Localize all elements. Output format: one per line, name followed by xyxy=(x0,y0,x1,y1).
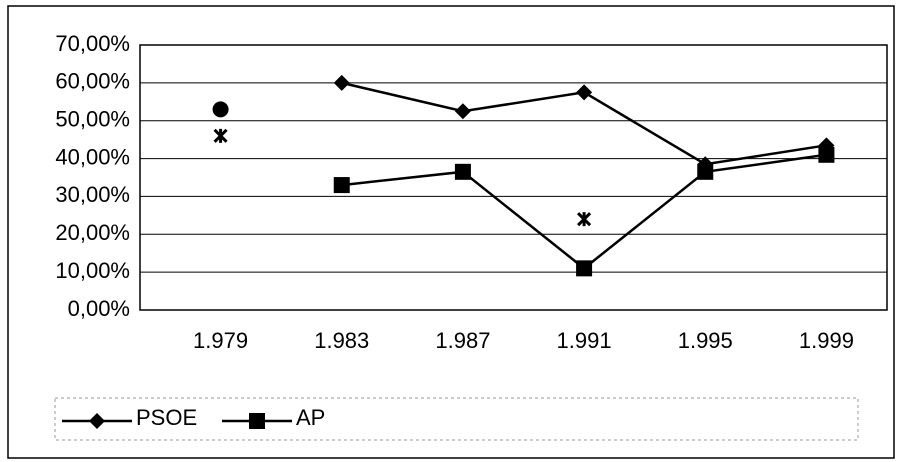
marker xyxy=(454,163,471,180)
legend-label: PSOE xyxy=(136,405,197,430)
y-tick-label: 40,00% xyxy=(55,144,130,169)
marker xyxy=(454,103,471,120)
legend-label: AP xyxy=(296,405,325,430)
legend-box xyxy=(54,397,859,441)
y-tick-label: 20,00% xyxy=(55,220,130,245)
y-tick-label: 30,00% xyxy=(55,182,130,207)
x-tick-label: 1.999 xyxy=(799,328,854,353)
y-tick-label: 0,00% xyxy=(68,296,130,321)
marker xyxy=(818,146,835,163)
y-tick-label: 50,00% xyxy=(55,107,130,132)
x-tick-label: 1.983 xyxy=(314,328,369,353)
y-tick-label: 10,00% xyxy=(55,258,130,283)
legend-marker xyxy=(89,413,105,429)
marker xyxy=(577,212,592,227)
marker xyxy=(697,163,714,180)
x-tick-label: 1.995 xyxy=(678,328,733,353)
chart-frame xyxy=(7,5,895,459)
marker xyxy=(213,128,228,143)
x-tick-label: 1.987 xyxy=(435,328,490,353)
x-tick-label: 1.979 xyxy=(193,328,248,353)
marker xyxy=(333,74,350,91)
y-tick-label: 60,00% xyxy=(55,69,130,94)
x-tick-label: 1.991 xyxy=(557,328,612,353)
marker xyxy=(333,177,350,194)
legend-marker xyxy=(249,413,265,429)
marker xyxy=(212,101,229,118)
marker xyxy=(576,260,593,277)
marker xyxy=(576,84,593,101)
y-tick-label: 70,00% xyxy=(55,31,130,56)
